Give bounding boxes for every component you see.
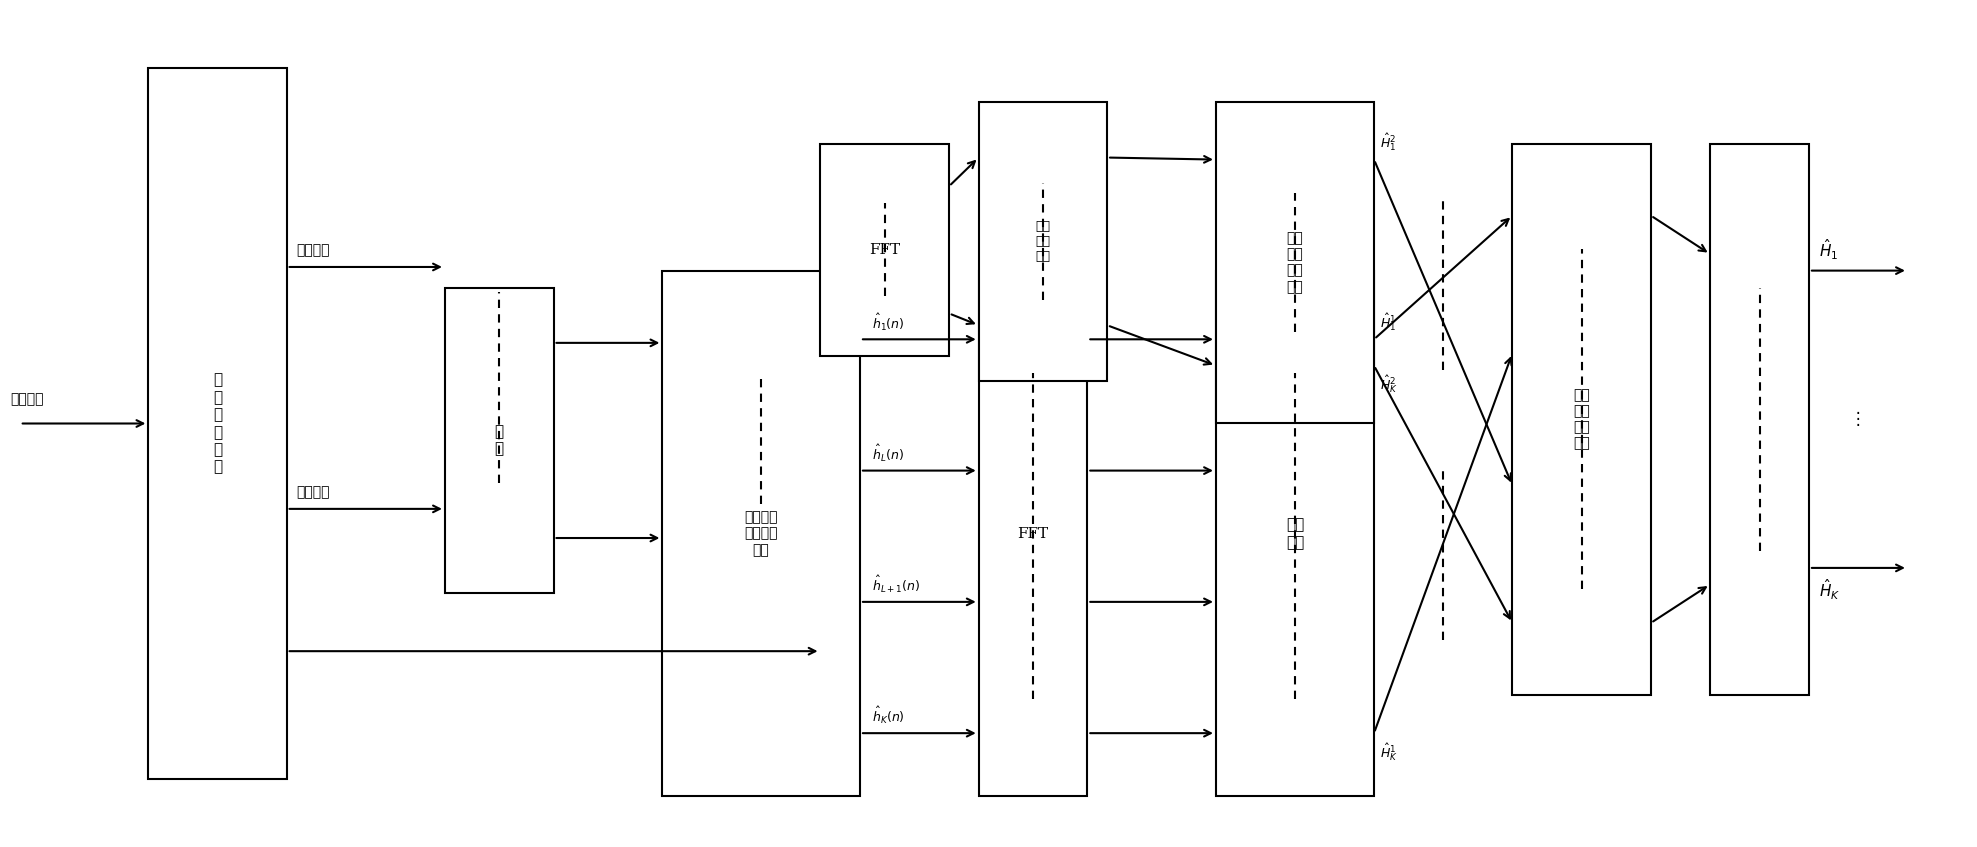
- Text: 频域
插値: 频域 插値: [1285, 518, 1305, 550]
- Text: 数据
导频
分离: 数据 导频 分离: [1036, 220, 1050, 263]
- Bar: [979, 102, 1107, 381]
- Bar: [820, 144, 949, 356]
- Text: $\hat{H}_K$: $\hat{H}_K$: [1819, 577, 1841, 601]
- Text: FFT: FFT: [1018, 527, 1048, 540]
- Text: $\hat{h}_L(n)$: $\hat{h}_L(n)$: [872, 443, 903, 464]
- Text: $\hat{h}_{L+1}(n)$: $\hat{h}_{L+1}(n)$: [872, 574, 919, 595]
- Text: 接收信号: 接收信号: [10, 392, 43, 407]
- Text: 数
据
导
频
分
离: 数 据 导 频 分 离: [214, 373, 221, 474]
- Text: $\hat{h}_1(n)$: $\hat{h}_1(n)$: [872, 312, 903, 333]
- Bar: [1710, 144, 1809, 695]
- Bar: [148, 68, 287, 779]
- Text: 相
关: 相 关: [494, 424, 504, 457]
- Text: 信道
估计
加权
平均: 信道 估计 加权 平均: [1574, 388, 1590, 451]
- Bar: [1216, 102, 1374, 424]
- Bar: [445, 288, 554, 593]
- Text: ⋮: ⋮: [1850, 410, 1866, 429]
- Bar: [662, 271, 860, 796]
- Text: FFT: FFT: [870, 243, 900, 257]
- Text: $\hat{H}_K^1$: $\hat{H}_K^1$: [1380, 741, 1398, 763]
- Bar: [1512, 144, 1651, 695]
- Text: 本地导频: 本地导频: [297, 484, 330, 499]
- Text: 导频信号: 导频信号: [297, 243, 330, 257]
- Text: $\hat{h}_K(n)$: $\hat{h}_K(n)$: [872, 706, 905, 727]
- Text: $\hat{H}_1^2$: $\hat{H}_1^2$: [1380, 131, 1396, 152]
- Bar: [1216, 271, 1374, 796]
- Bar: [979, 271, 1087, 796]
- Text: $\hat{H}_1$: $\hat{H}_1$: [1819, 237, 1839, 262]
- Text: $\hat{H}_K^2$: $\hat{H}_K^2$: [1380, 374, 1398, 396]
- Text: 频域
信道
估计
插値: 频域 信道 估计 插値: [1287, 231, 1303, 294]
- Text: 信道时域
脉冲响应
估计: 信道时域 脉冲响应 估计: [745, 511, 777, 556]
- Text: $\hat{H}_1^1$: $\hat{H}_1^1$: [1380, 311, 1396, 333]
